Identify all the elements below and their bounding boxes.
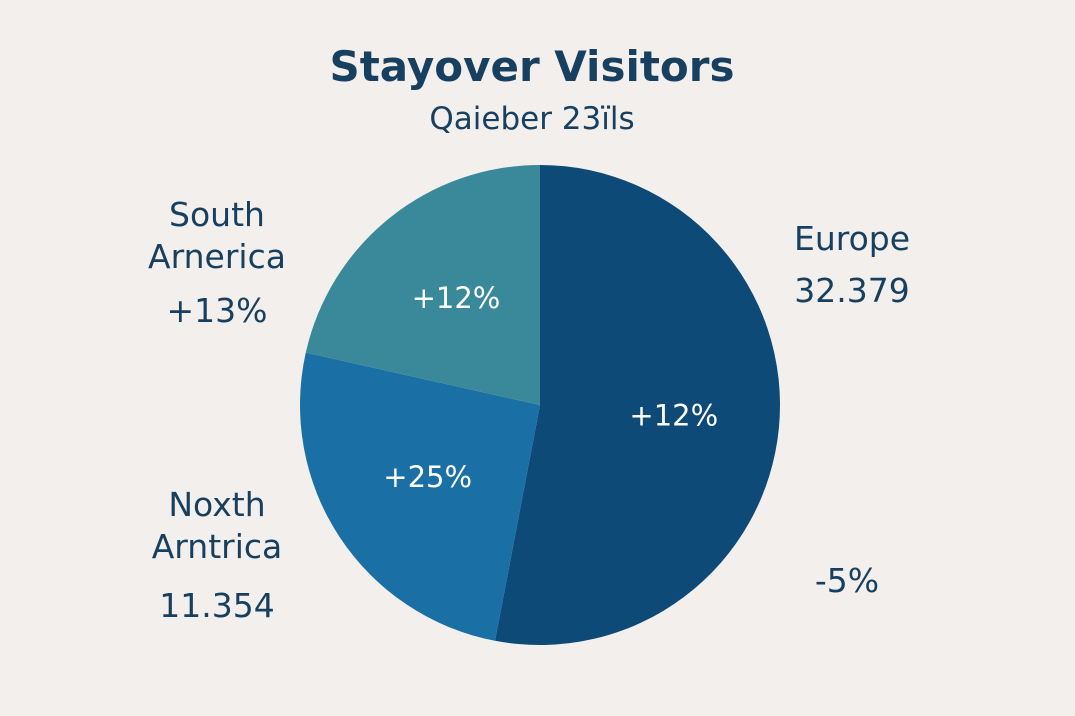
pie-slice <box>300 352 540 641</box>
note: -5% <box>814 561 880 600</box>
outer-label: 32.379 <box>794 271 910 310</box>
slice-label: +25% <box>383 460 472 494</box>
legend-label: Noxth Arntrica <box>151 485 283 566</box>
chart-title: Stayover Visitors <box>329 42 735 91</box>
chart-subtitle: Qaieber 23ïls <box>429 101 635 137</box>
legend-label: South Arnerica <box>148 195 286 276</box>
legend-label: Europe <box>793 219 911 258</box>
pie-slice <box>495 165 780 645</box>
outer-label: 11.354 <box>159 586 275 625</box>
outer-label: +13% <box>166 291 268 330</box>
slice-label: +12% <box>412 281 501 315</box>
slice-label: +12% <box>629 399 718 433</box>
pie-slice <box>305 165 540 405</box>
